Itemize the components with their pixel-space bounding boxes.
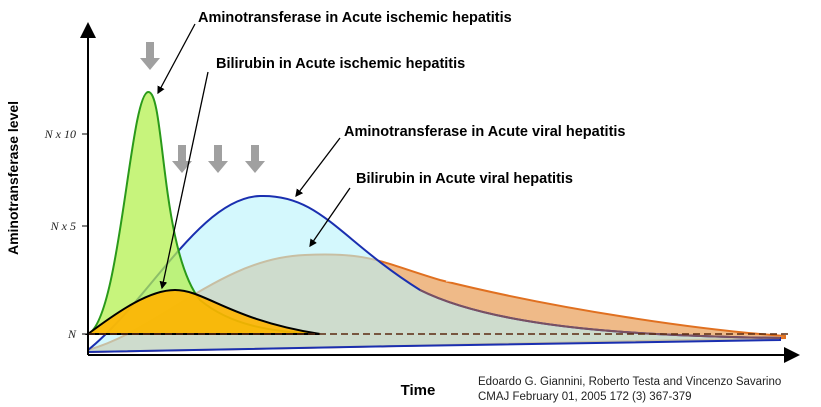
citation: Edoardo G. Giannini, Roberto Testa and V… xyxy=(478,376,781,388)
curve-overlap xyxy=(419,289,781,339)
y-tick-label: N x 10 xyxy=(44,127,76,141)
annotation: Aminotransferase in Acute viral hepatiti… xyxy=(344,124,626,140)
x-axis-label: Time xyxy=(401,382,436,399)
annotation: Bilirubin in Acute viral hepatitis xyxy=(356,171,573,187)
y-tick-label: N x 5 xyxy=(50,219,76,233)
y-axis-label: Aminotransferase level xyxy=(5,101,21,255)
annotation: Aminotransferase in Acute ischemic hepat… xyxy=(198,10,512,26)
annotation: Bilirubin in Acute ischemic hepatitis xyxy=(216,56,465,72)
watermark: Bandoctor.com xyxy=(445,269,547,285)
y-tick-label: N xyxy=(67,327,77,341)
pointers xyxy=(157,23,351,290)
marker-arrows xyxy=(140,42,265,173)
ischemic-bilirubin-curve xyxy=(84,288,321,335)
citation: CMAJ February 01, 2005 172 (3) 367-379 xyxy=(478,391,692,403)
